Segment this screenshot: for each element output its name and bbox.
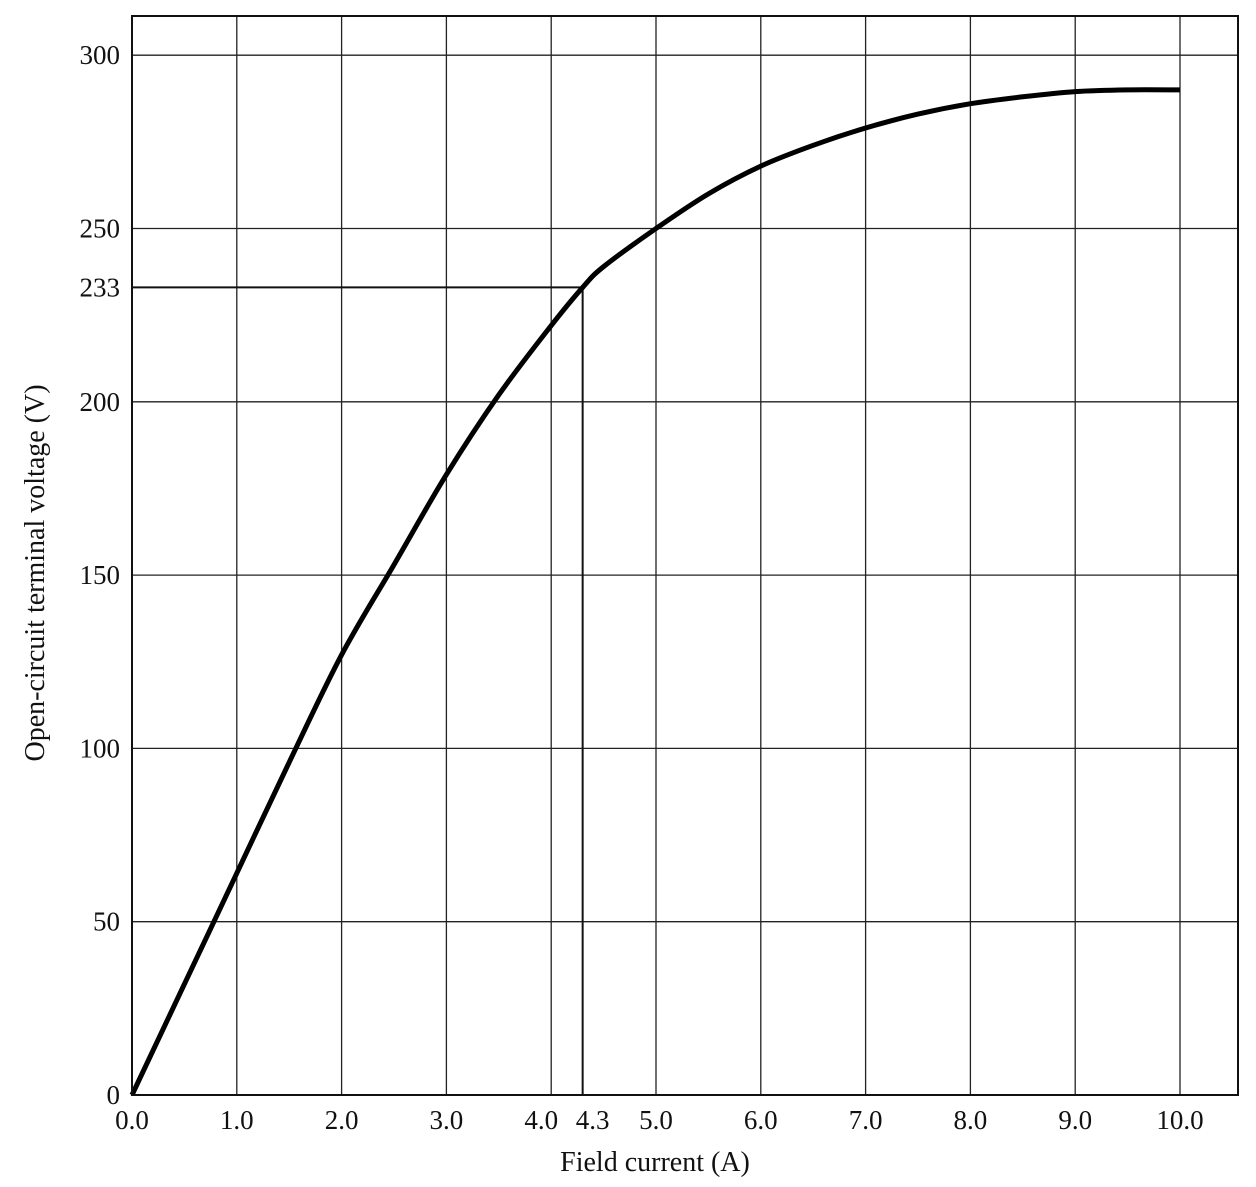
x-tick-label: 10.0 — [1156, 1105, 1203, 1135]
y-tick-label: 150 — [80, 560, 121, 590]
guide-lines — [132, 286, 584, 1095]
y-tick-label: 250 — [80, 214, 121, 244]
x-tick-label: 1.0 — [220, 1105, 254, 1135]
x-tick-label: 0.0 — [115, 1105, 149, 1135]
x-axis-title: Field current (A) — [560, 1147, 750, 1178]
y-axis-title: Open-circuit terminal voltage (V) — [20, 384, 51, 761]
curve-layer — [129, 87, 1181, 1097]
x-tick-label: 9.0 — [1058, 1105, 1092, 1135]
y-tick-label: 233 — [80, 272, 121, 302]
x-tick-label: 5.0 — [639, 1105, 673, 1135]
y-tick-label: 100 — [80, 733, 121, 763]
y-tick-labels: 0 50 100 150 200 233 250 300 — [80, 40, 121, 1110]
y-tick-label: 50 — [93, 907, 120, 937]
x-tick-label: 4.0 — [524, 1105, 558, 1135]
x-tick-label: 7.0 — [849, 1105, 883, 1135]
x-tick-label: 4.3 — [576, 1105, 610, 1135]
y-tick-label: 200 — [80, 387, 121, 417]
grid — [131, 16, 1238, 1096]
x-tick-label: 6.0 — [744, 1105, 778, 1135]
x-tick-label: 3.0 — [430, 1105, 464, 1135]
y-tick-label: 300 — [80, 40, 121, 70]
series-line — [129, 87, 1181, 1097]
x-tick-label: 2.0 — [325, 1105, 359, 1135]
plot-frame — [131, 15, 1239, 1096]
x-tick-label: 8.0 — [954, 1105, 988, 1135]
y-tick-label: 0 — [107, 1080, 121, 1110]
x-tick-labels: 0.0 1.0 2.0 3.0 4.0 4.3 5.0 6.0 7.0 8.0 9.0 10.0 — [115, 1105, 1204, 1135]
